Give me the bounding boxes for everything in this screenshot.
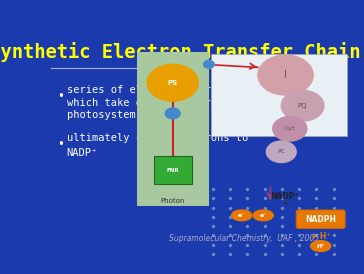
Text: Photosynthetic Electron Transfer Chain (PETC): Photosynthetic Electron Transfer Chain (…	[0, 42, 364, 62]
Text: NADPH: NADPH	[305, 215, 336, 224]
Circle shape	[266, 141, 296, 162]
Text: •: •	[57, 138, 64, 151]
Text: PC: PC	[277, 149, 285, 154]
Circle shape	[273, 116, 307, 141]
Circle shape	[253, 210, 273, 221]
Text: •: •	[57, 90, 64, 103]
Text: PS: PS	[168, 80, 178, 86]
Circle shape	[258, 55, 313, 95]
Circle shape	[281, 90, 324, 121]
Text: +: +	[281, 199, 289, 209]
Circle shape	[147, 64, 198, 101]
Text: series of electron carriers: series of electron carriers	[67, 85, 236, 95]
FancyBboxPatch shape	[136, 52, 209, 206]
Text: Photon: Photon	[161, 198, 185, 204]
Text: e⁻: e⁻	[260, 213, 267, 218]
Circle shape	[232, 210, 252, 221]
Text: I: I	[284, 70, 287, 80]
Text: which take electrons from: which take electrons from	[67, 98, 223, 107]
FancyBboxPatch shape	[296, 210, 345, 229]
Text: Cyt: Cyt	[285, 126, 295, 131]
Circle shape	[203, 61, 214, 68]
Text: NADP⁺: NADP⁺	[67, 148, 98, 158]
Circle shape	[165, 108, 180, 119]
Text: + H⁺: + H⁺	[311, 232, 331, 241]
Text: PQ: PQ	[298, 103, 307, 109]
Text: Supramolecular Chemistry,  UAF , 2005: Supramolecular Chemistry, UAF , 2005	[169, 234, 319, 243]
FancyBboxPatch shape	[154, 156, 192, 184]
FancyBboxPatch shape	[211, 54, 347, 136]
Text: H⁺: H⁺	[316, 244, 325, 249]
Text: FNR: FNR	[166, 168, 179, 173]
Text: photosystem, and..: photosystem, and..	[67, 110, 179, 120]
Text: NADP⁺: NADP⁺	[270, 192, 299, 201]
Circle shape	[310, 241, 331, 252]
Text: e⁻: e⁻	[238, 213, 245, 218]
Text: ultimately carry electrons to: ultimately carry electrons to	[67, 133, 248, 143]
